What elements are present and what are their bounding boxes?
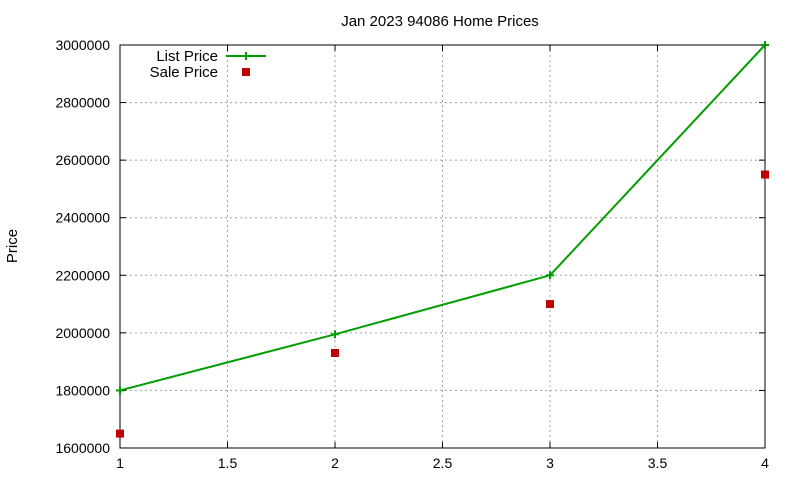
x-tick-label: 2.5 [433,455,453,471]
data-point-sale-price [546,300,554,309]
data-point-list-price [116,386,124,395]
legend-label: List Price [156,48,218,65]
x-tick-label: 2 [331,455,339,471]
y-tick-label: 2400000 [55,210,110,226]
x-tick-label: 3 [546,455,554,471]
data-point-sale-price [761,170,769,179]
y-tick-label: 2000000 [55,325,110,341]
data-point-list-price [761,41,769,49]
series-layer [116,41,769,438]
legend-label: Sale Price [150,64,218,81]
x-tick-label: 1 [116,455,124,471]
legend-swatch-square [242,68,250,76]
axes: 1600000 1800000 2000000 2200000 2400000 26000… [55,37,769,471]
x-tick-label: 4 [761,455,769,471]
x-tick-label: 1.5 [218,455,238,471]
y-axis-label: Price [4,229,21,263]
plot-frame [119,44,766,449]
x-tick-label: 3.5 [648,455,668,471]
data-point-sale-price [116,429,124,438]
y-tick-label: 3000000 [55,37,110,53]
chart-title: Jan 2023 94086 Home Prices [341,13,539,30]
y-tick-label: 1600000 [55,440,110,456]
data-point-list-price [331,330,339,339]
y-tick-label: 2800000 [55,95,110,111]
series-line-list-price [119,44,766,392]
data-point-list-price [546,271,554,280]
y-tick-label: 2200000 [55,267,110,283]
data-point-sale-price [331,349,339,358]
y-tick-label: 2600000 [55,152,110,168]
grid [120,45,765,448]
y-tick-label: 1800000 [55,382,110,398]
